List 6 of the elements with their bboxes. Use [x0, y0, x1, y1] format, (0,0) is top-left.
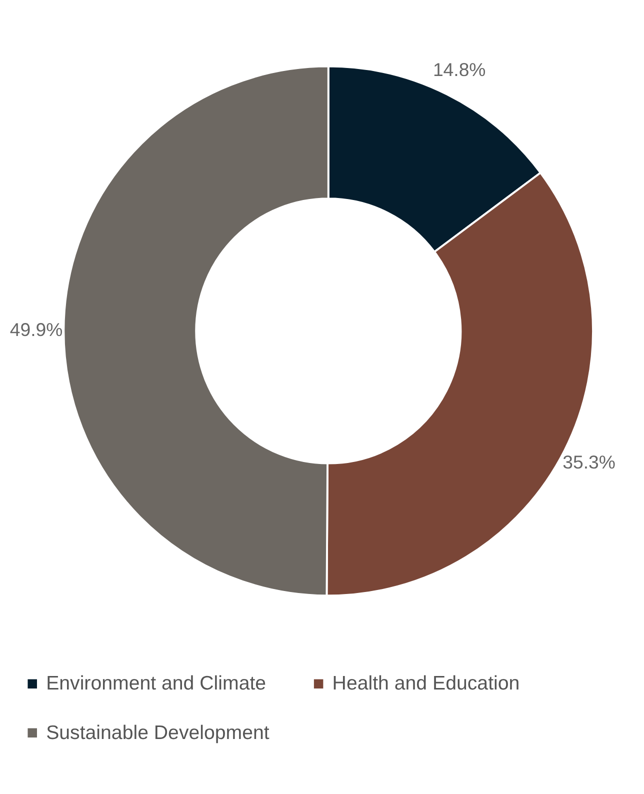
legend-label: Health and Education: [332, 672, 520, 695]
legend-label: Environment and Climate: [46, 672, 266, 695]
data-label: 35.3%: [562, 452, 616, 473]
data-label: 49.9%: [10, 318, 63, 340]
legend-label: Sustainable Development: [46, 722, 270, 744]
data-label: 14.8%: [432, 58, 486, 80]
